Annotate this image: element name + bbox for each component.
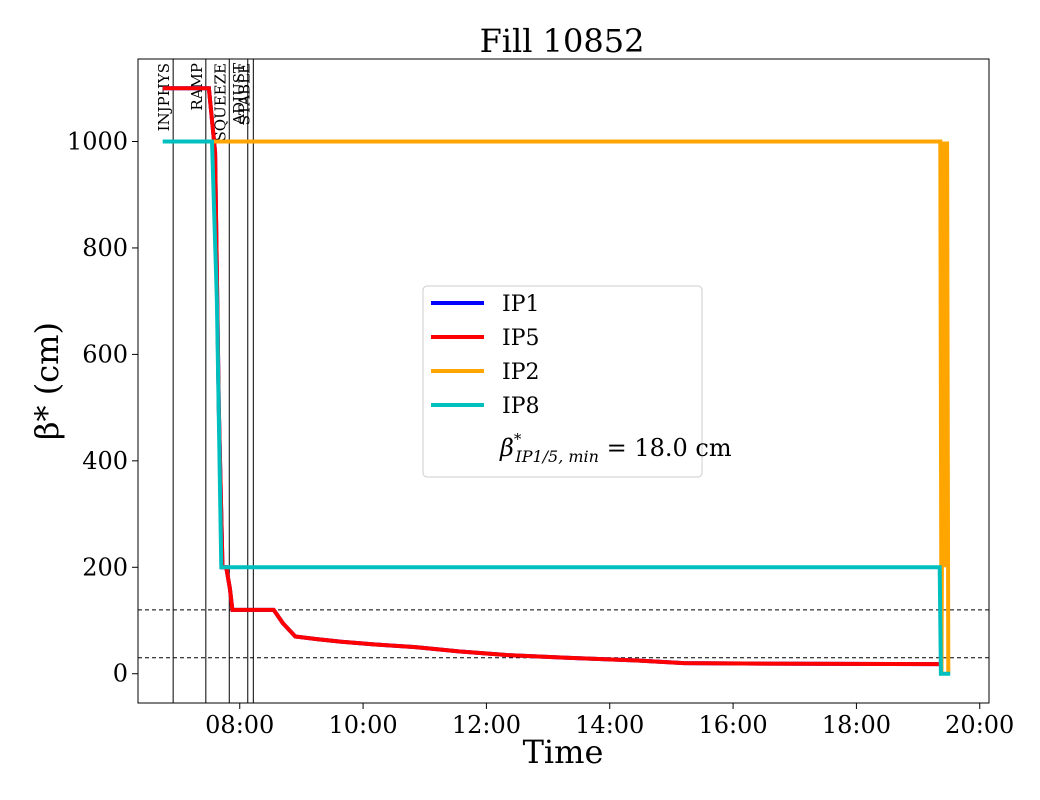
- y-tick-label-3: 600: [82, 340, 128, 368]
- legend-note-value: = 18.0 cm: [599, 434, 732, 462]
- x-axis-ticks: 08:00 10:00 12:00 14:00 16:00 18:00 20:00: [205, 703, 1014, 739]
- reference-lines: [138, 609, 989, 659]
- phase-label-4: STABLE: [235, 63, 253, 125]
- legend: IP1 IP5 IP2 IP8 β* IP1/5, min = 18.0 cm: [422, 285, 732, 478]
- x-tick-label-1: 10:00: [328, 711, 397, 739]
- y-tick-label-4: 800: [82, 234, 128, 262]
- legend-label-ip8: IP8: [502, 394, 540, 419]
- legend-note-symbol: β: [499, 434, 514, 462]
- x-axis-label: Time: [523, 733, 604, 771]
- x-tick-label-5: 18:00: [822, 711, 891, 739]
- phase-label-3: ADJUST: [230, 63, 248, 126]
- legend-label-ip2: IP2: [502, 360, 540, 385]
- chart-title: Fill 10852: [480, 22, 645, 60]
- legend-beta-min-note: β* IP1/5, min = 18.0 cm: [499, 430, 732, 466]
- x-tick-label-4: 16:00: [698, 711, 767, 739]
- series-line-ip2: [212, 139, 951, 674]
- series-layer: [162, 86, 951, 676]
- series-line-ip8: [162, 139, 951, 676]
- y-axis-ticks: 0 200 400 600 800 1000: [67, 127, 138, 688]
- x-tick-label-3: 14:00: [575, 711, 644, 739]
- y-tick-label-2: 400: [82, 447, 128, 475]
- y-tick-label-0: 0: [113, 660, 128, 688]
- x-tick-label-2: 12:00: [452, 711, 521, 739]
- y-tick-label-1: 200: [82, 553, 128, 581]
- phase-label-2: SQUEEZE: [211, 63, 229, 142]
- x-tick-label-6: 20:00: [945, 711, 1014, 739]
- phase-label-0: INJPHYS: [155, 63, 173, 131]
- legend-note-sup: *: [514, 430, 522, 448]
- legend-label-ip1: IP1: [502, 292, 540, 317]
- legend-note-sub: IP1/5, min: [514, 447, 599, 466]
- y-axis-label: β* (cm): [28, 322, 66, 440]
- legend-label-ip5: IP5: [502, 326, 540, 351]
- x-tick-label-0: 08:00: [205, 711, 274, 739]
- legend-box: [422, 285, 703, 478]
- plot-frame: [137, 58, 990, 704]
- y-tick-label-5: 1000: [67, 127, 128, 155]
